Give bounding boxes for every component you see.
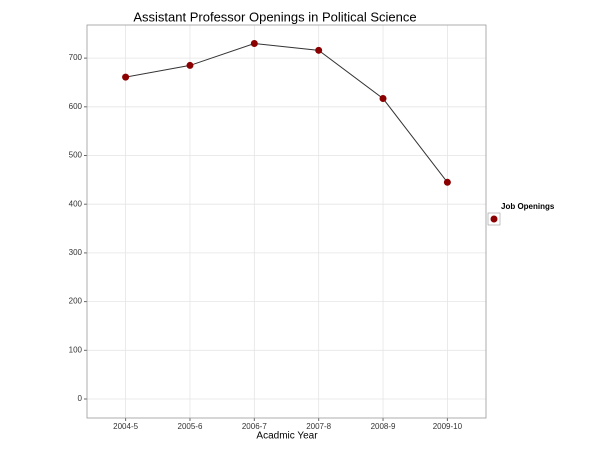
y-tick-label: 600 <box>69 102 83 111</box>
x-tick-label: 2009-10 <box>433 422 463 431</box>
y-tick-label: 700 <box>69 53 83 62</box>
y-tick-label: 0 <box>78 394 83 403</box>
x-tick-label: 2005-6 <box>178 422 203 431</box>
y-tick-label: 400 <box>69 199 83 208</box>
data-point <box>379 95 387 103</box>
data-point <box>122 73 130 81</box>
y-tick-label: 200 <box>69 297 83 306</box>
data-point <box>315 46 323 54</box>
data-point <box>443 178 451 186</box>
x-tick-label: 2008-9 <box>371 422 396 431</box>
legend-title: Job Openings <box>501 202 555 211</box>
legend-marker <box>490 215 498 223</box>
y-tick-label: 100 <box>69 345 83 354</box>
data-point <box>186 61 194 69</box>
y-tick-label: 500 <box>69 151 83 160</box>
x-tick-label: 2006-7 <box>242 422 267 431</box>
chart-title: Assistant Professor Openings in Politica… <box>133 9 416 24</box>
panel-border <box>86 24 487 419</box>
x-tick-label: 2007-8 <box>306 422 331 431</box>
series-line <box>125 42 448 183</box>
x-tick-label: 2004-5 <box>113 422 138 431</box>
data-point <box>250 40 258 48</box>
x-axis-label: Acadmic Year <box>256 431 318 442</box>
y-tick-label: 300 <box>69 248 83 257</box>
